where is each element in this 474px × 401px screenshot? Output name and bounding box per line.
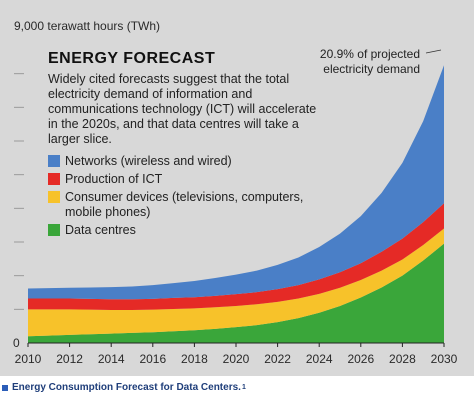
x-tick-label: 2010: [15, 352, 42, 366]
area-series-3: [28, 65, 444, 300]
caption-bullet-icon: [2, 384, 8, 391]
legend-swatch: [48, 191, 60, 203]
x-tick-label: 2012: [56, 352, 83, 366]
legend-label: Data centres: [65, 223, 136, 237]
area-series-2: [28, 203, 444, 311]
chart-title: ENERGY FORECAST: [48, 50, 216, 67]
legend-item: Data centres: [48, 223, 318, 238]
legend-item: Networks (wireless and wired): [48, 154, 318, 169]
text-block: ENERGY FORECAST Widely cited forecasts s…: [48, 50, 318, 241]
stacked-areas: [28, 65, 444, 343]
x-tick-label: 2022: [264, 352, 291, 366]
caption-text: Energy Consumption Forecast for Data Cen…: [12, 382, 241, 393]
annotation-leader-line: [425, 49, 442, 54]
legend-label: Consumer devices (televisions, computers…: [65, 190, 304, 219]
legend-swatch: [48, 224, 60, 236]
y-tick-label-zero: 0: [13, 336, 20, 350]
x-tick-label: 2030: [431, 352, 458, 366]
chart-panel: 9,000 terawatt hours (TWh) 2010 2012 2014 2…: [0, 0, 474, 376]
legend-swatch: [48, 155, 60, 167]
x-tick-label: 2018: [181, 352, 208, 366]
annotation-label: 20.9% of projected electricity demand: [319, 47, 420, 76]
legend: Networks (wireless and wired) Production …: [48, 154, 318, 238]
legend-label: Production of ICT: [65, 172, 163, 186]
x-tick-label: 2016: [139, 352, 166, 366]
x-tick-label: 2026: [347, 352, 374, 366]
x-tick-label: 2024: [306, 352, 333, 366]
legend-item: Consumer devices (televisions, computers…: [48, 190, 318, 220]
legend-item: Production of ICT: [48, 172, 318, 187]
legend-swatch: [48, 173, 60, 185]
chart-subtitle: Widely cited forecasts suggest that the …: [48, 72, 317, 146]
y-axis-tick-marks: [14, 73, 24, 310]
x-tick-label: 2020: [223, 352, 250, 366]
x-tick-label: 2028: [389, 352, 416, 366]
x-axis-ticks: 2010 2012 2014 2016 2018 2020 2022 2024 2026 2028…: [15, 343, 458, 366]
figure-caption: Energy Consumption Forecast for Data Cen…: [2, 382, 246, 393]
legend-label: Networks (wireless and wired): [65, 154, 232, 168]
caption-reference: 1: [241, 384, 246, 391]
area-series-1: [28, 228, 444, 337]
area-series-0: [28, 243, 444, 343]
x-tick-label: 2014: [98, 352, 125, 366]
chart-svg: 9,000 terawatt hours (TWh) 2010 2012 2014 2…: [13, 19, 458, 366]
y-axis-unit-label: 9,000 terawatt hours (TWh): [14, 19, 160, 33]
